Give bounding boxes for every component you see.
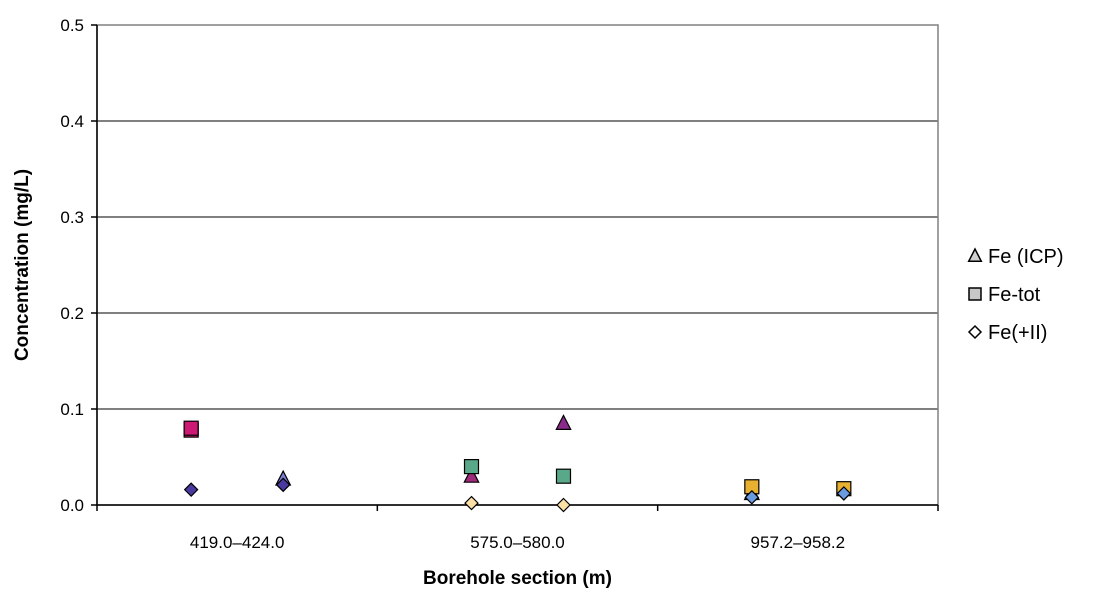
y-axis-ticks: 0.0 0.1 0.2 0.3 0.4 0.5 — [60, 16, 97, 515]
y-tick-label: 0.5 — [60, 16, 84, 35]
y-tick-label: 0.4 — [60, 112, 84, 131]
x-tick-label: 419.0–424.0 — [190, 533, 285, 552]
legend-triangle-marker — [967, 247, 983, 262]
y-tick-label: 0.0 — [60, 496, 84, 515]
legend-item-fe-ii: Fe(+II) — [967, 322, 1047, 344]
x-axis-ticks: 419.0–424.0 575.0–580.0 957.2–958.2 — [96, 505, 939, 552]
y-tick-label: 0.1 — [60, 400, 84, 419]
legend-label-fe-icp: Fe (ICP) — [988, 246, 1064, 268]
legend-item-fe-icp: Fe (ICP) — [967, 246, 1064, 268]
legend-square-marker — [968, 287, 982, 301]
fe-ii-point — [183, 482, 199, 497]
plot-area — [96, 24, 939, 506]
legend-label-fe-tot: Fe-tot — [988, 284, 1041, 306]
y-axis-title: Concentration (mg/L) — [12, 169, 33, 361]
x-axis-title: Borehole section (m) — [423, 568, 612, 589]
x-tick-label: 575.0–580.0 — [470, 533, 565, 552]
fe-tot-point — [183, 420, 199, 436]
data-points — [183, 414, 852, 513]
legend-diamond-marker — [967, 324, 983, 340]
gridlines — [97, 24, 938, 410]
fe-tot-point — [463, 459, 480, 475]
fe-ii-point — [556, 497, 571, 513]
y-tick-label: 0.3 — [60, 208, 84, 227]
fe-ii-point — [744, 489, 760, 505]
y-tick-label: 0.2 — [60, 304, 84, 323]
fe-tot-point — [555, 468, 572, 484]
legend: Fe (ICP) Fe-tot Fe(+II) — [967, 246, 1064, 344]
fe-icp-point — [555, 414, 572, 430]
fe-ii-point — [464, 495, 479, 511]
legend-item-fe-tot: Fe-tot — [968, 284, 1041, 306]
fe-ii-point — [836, 486, 852, 501]
fe-ii-point — [275, 477, 291, 493]
fe-icp-point — [463, 466, 480, 483]
legend-label-fe-ii: Fe(+II) — [988, 322, 1047, 344]
x-tick-label: 957.2–958.2 — [751, 533, 846, 552]
